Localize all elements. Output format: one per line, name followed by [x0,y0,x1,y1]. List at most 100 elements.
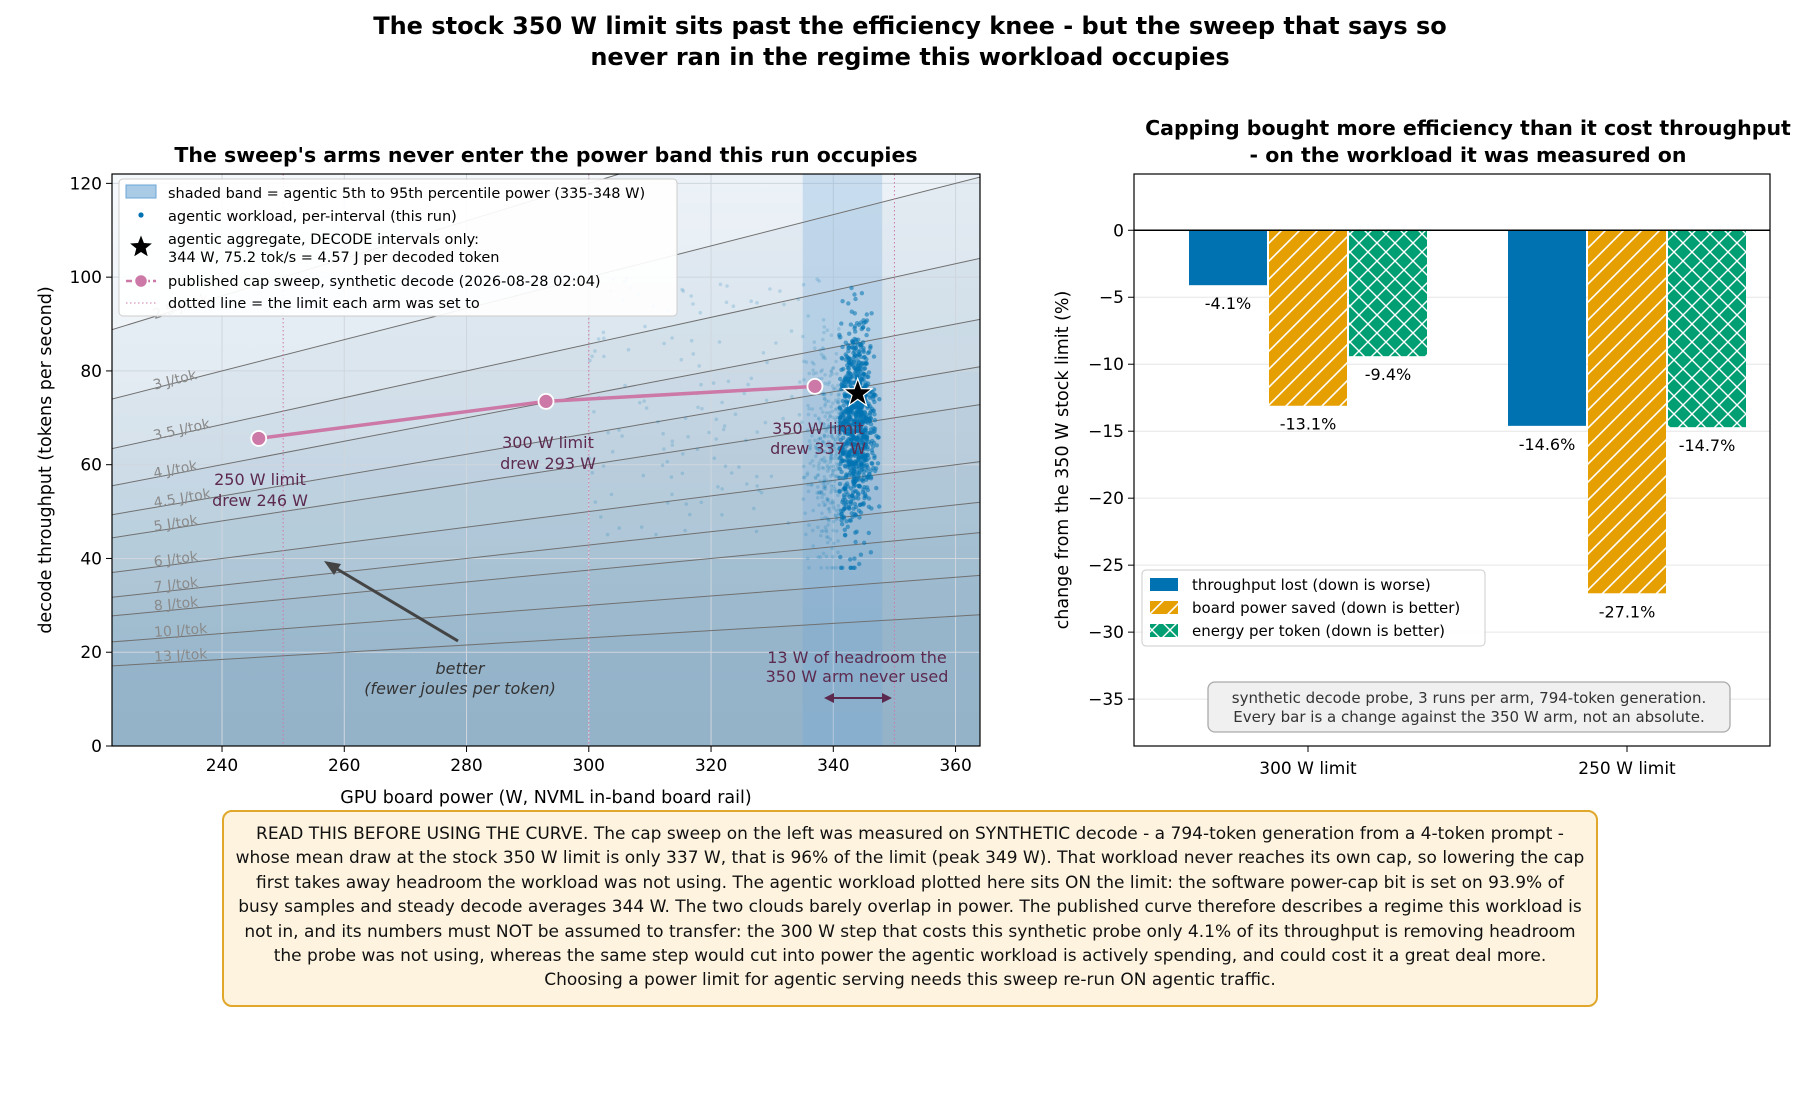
agentic-interval-point [718,282,723,287]
agentic-interval-point [818,436,823,441]
legend-throughput-text: throughput lost (down is worse) [1192,576,1431,594]
agentic-interval-point [841,403,846,408]
agentic-interval-point [849,417,854,422]
agentic-interval-point [868,468,874,473]
agentic-interval-point [833,417,838,422]
agentic-interval-point [696,405,700,410]
agentic-interval-point [811,528,815,533]
y-tick-label: −5 [1099,288,1124,308]
agentic-interval-point [857,515,862,520]
agentic-interval-point [822,433,827,438]
agentic-interval-point [859,291,865,296]
probe-annotation-box [1207,681,1731,733]
agentic-interval-point [839,408,845,413]
agentic-interval-point [828,458,833,462]
agentic-interval-point [864,468,870,473]
agentic-interval-point [864,332,869,338]
agentic-interval-point [830,546,835,550]
agentic-interval-point [865,374,870,380]
right-plot-frame [1133,173,1771,747]
legend-aggregate-text-2: 344 W, 75.2 tok/s = 4.57 J per decoded t… [168,250,499,266]
y-tick-label: −30 [1088,623,1124,643]
agentic-interval-point [819,369,823,374]
agentic-interval-point [837,475,842,480]
agentic-interval-point [797,413,802,417]
agentic-interval-point [821,318,826,322]
agentic-interval-point [874,443,879,448]
agentic-interval-point [731,304,736,309]
iso-efficiency-label: 13 J/tok [154,646,209,665]
agentic-interval-point [821,551,826,556]
agentic-interval-point [851,506,856,511]
agentic-interval-point [828,501,833,505]
agentic-interval-point [810,433,814,438]
agentic-interval-point [737,465,741,469]
agentic-interval-point [856,466,862,471]
y-tick-label: −15 [1088,422,1124,442]
agentic-interval-point [869,430,874,435]
legend-aggregate-text-1: agentic aggregate, DECODE intervals only… [168,232,479,248]
right-chart-title-line1: Capping bought more efficiency than it c… [1145,116,1791,140]
agentic-interval-point [820,517,824,521]
x-tick-label: 300 [573,756,605,776]
agentic-interval-point [823,393,827,397]
agentic-interval-point [826,425,831,429]
bar-value-label: -14.6% [1519,435,1576,454]
agentic-interval-point [822,391,826,396]
agentic-interval-point [819,490,824,494]
x-tick-label: 260 [328,756,360,776]
agentic-interval-point [700,406,704,411]
agentic-interval-point [843,352,848,357]
agentic-interval-point [823,373,827,377]
agentic-interval-point [824,535,829,539]
agentic-interval-point [683,528,687,533]
agentic-interval-point [840,565,845,570]
agentic-interval-point [755,474,759,479]
legend-scatter-text: agentic workload, per-interval (this run… [168,209,457,225]
agentic-interval-point [844,481,850,486]
iso-efficiency-label: 10 J/tok [154,621,209,641]
agentic-interval-point [833,398,838,403]
agentic-interval-point [831,365,836,370]
agentic-interval-point [862,366,868,371]
agentic-interval-point [689,294,693,298]
legend-sweep-marker [133,273,149,289]
agentic-interval-point [656,420,660,424]
agentic-interval-point [823,484,828,489]
agentic-interval-point [866,416,871,421]
agentic-interval-point [818,490,822,495]
y-tick-label: 0 [91,737,102,757]
agentic-interval-point [805,473,809,477]
label-300w-limit: 300 W limit [502,433,594,452]
agentic-interval-point [833,439,837,444]
agentic-interval-point [830,443,835,448]
agentic-interval-point [857,561,862,567]
agentic-interval-point [725,284,729,288]
agentic-interval-point [863,442,868,447]
agentic-interval-point [864,458,869,463]
agentic-interval-point [863,384,868,389]
agentic-interval-point [724,300,729,305]
agentic-interval-point [837,489,842,494]
agentic-interval-point [822,479,826,484]
agentic-interval-point [825,496,829,501]
agentic-interval-point [839,387,844,392]
agentic-interval-point [828,414,833,418]
agentic-interval-point [769,474,774,479]
agentic-interval-point [820,492,824,496]
agentic-interval-point [837,481,843,487]
agentic-interval-point [813,346,817,351]
agentic-interval-point [831,468,835,473]
agentic-interval-point [641,473,646,478]
agentic-interval-point [837,466,842,472]
agentic-interval-point [842,527,847,532]
sweep-point [806,377,824,395]
right-chart-title-line2: - on the workload it was measured on [1250,143,1687,167]
agentic-interval-point [826,523,830,527]
agentic-interval-point [832,506,836,511]
agentic-interval-point [764,398,769,403]
agentic-interval-point [821,425,826,430]
agentic-interval-point [842,430,848,436]
agentic-interval-point [860,467,865,472]
